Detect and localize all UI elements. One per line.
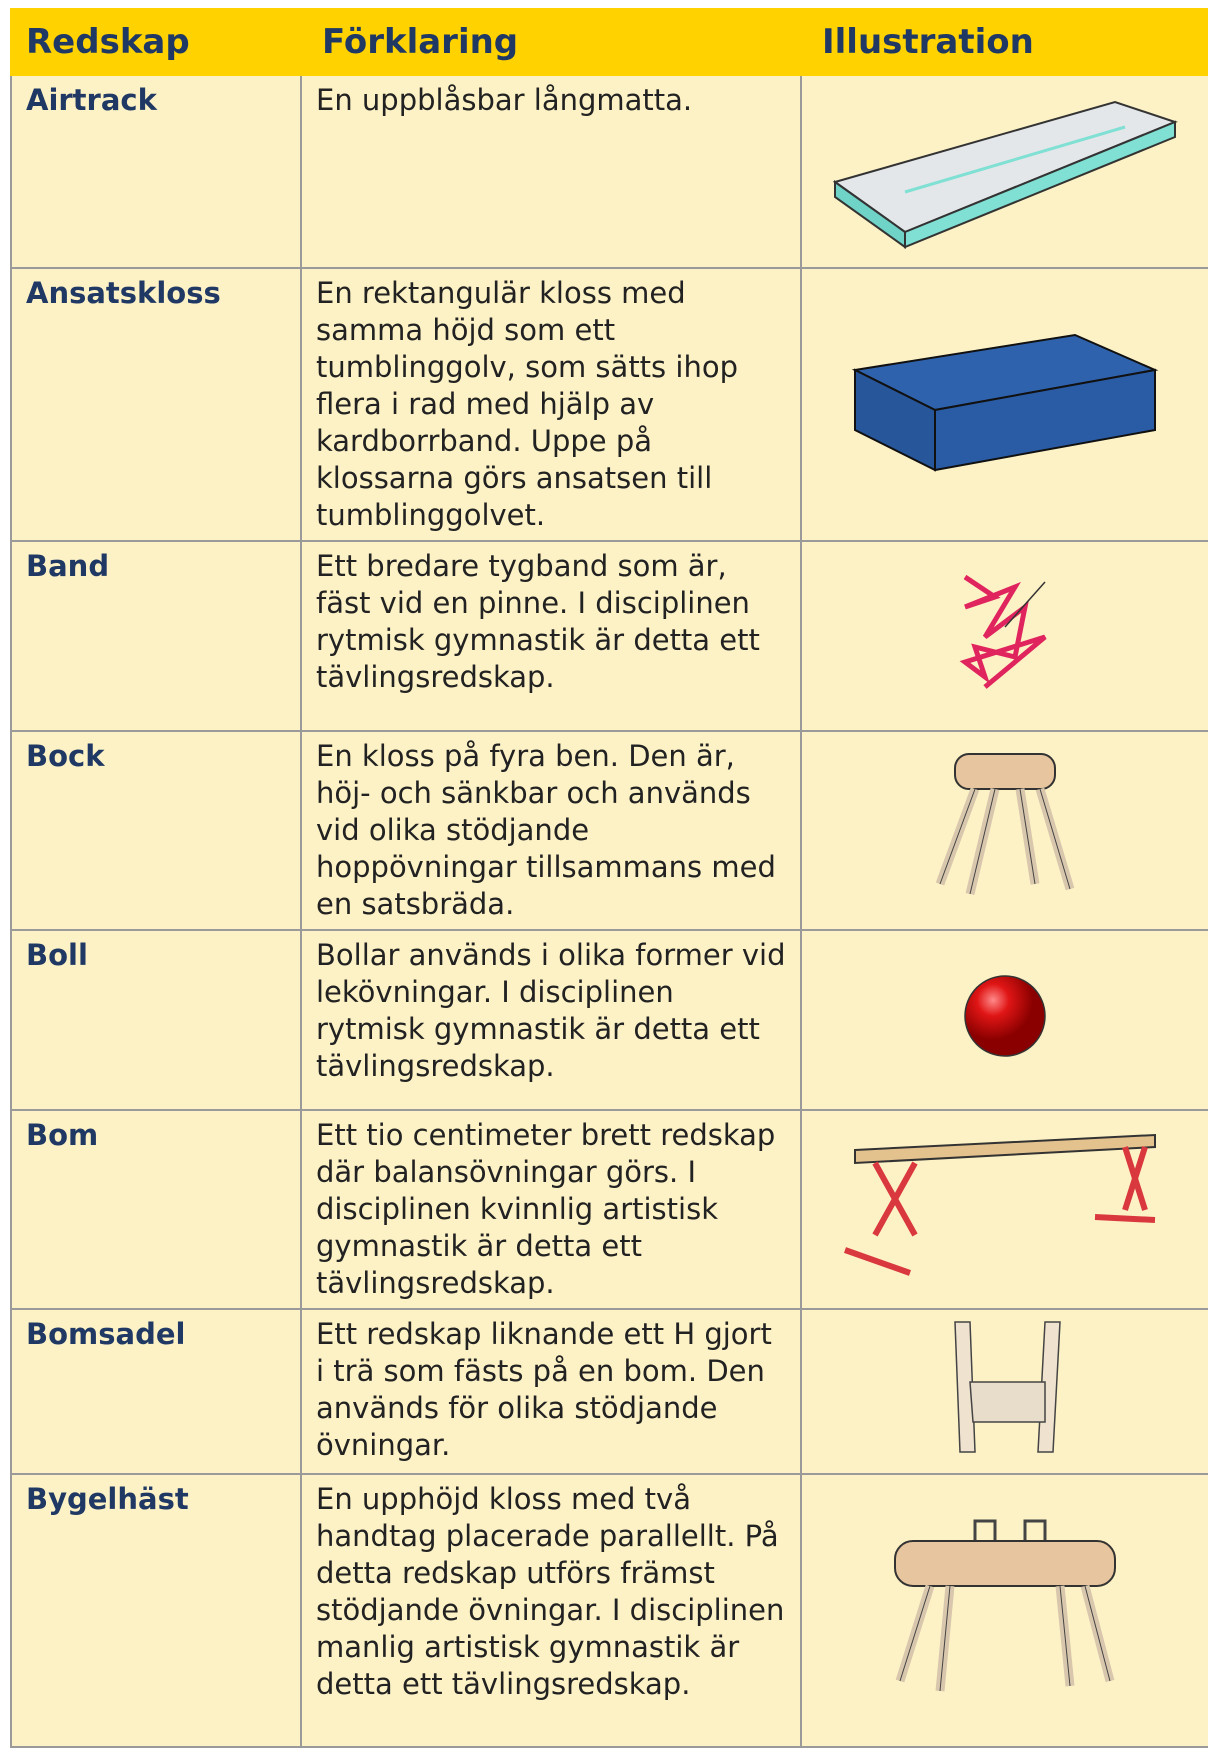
header-cell: Illustration bbox=[800, 8, 1208, 76]
row: Band Ett bredare tygband som är, fäst vid… bbox=[10, 540, 1208, 732]
equipment-table: Redskap Förklaring Illustration Airtrack… bbox=[10, 8, 1208, 1748]
illustration bbox=[800, 730, 1208, 931]
equipment-description: Bollar används i olika former vid lekövn… bbox=[300, 929, 802, 1111]
equipment-name: Bom bbox=[10, 1109, 302, 1310]
illustration bbox=[800, 74, 1208, 269]
equipment-description: En kloss på fyra ben. Den är, höj- och s… bbox=[300, 730, 802, 931]
illustration bbox=[800, 540, 1208, 732]
equipment-description: Ett tio centimeter brett redskap där bal… bbox=[300, 1109, 802, 1310]
illustration bbox=[800, 267, 1208, 542]
equipment-name: Airtrack bbox=[10, 74, 302, 269]
equipment-description: Ett bredare tygband som är, fäst vid en … bbox=[300, 540, 802, 732]
equipment-description: En uppblåsbar långmatta. bbox=[300, 74, 802, 269]
row: Bomsadel Ett redskap liknande ett H gjort… bbox=[10, 1308, 1208, 1475]
illustration bbox=[800, 1473, 1208, 1748]
row: Bock En kloss på fyra ben. Den är, höj- o… bbox=[10, 730, 1208, 931]
row: Boll Bollar används i olika former vid le… bbox=[10, 929, 1208, 1111]
equipment-description: Ett redskap liknande ett H gjort i trä s… bbox=[300, 1308, 802, 1475]
equipment-name: Band bbox=[10, 540, 302, 732]
row: Airtrack En uppblåsbar långmatta. bbox=[10, 74, 1208, 269]
body: Redskap Förklaring Illustration Airtrack… bbox=[10, 8, 1208, 1748]
illustration bbox=[800, 929, 1208, 1111]
illustration bbox=[800, 1308, 1208, 1475]
row: Bom Ett tio centimeter brett redskap där … bbox=[10, 1109, 1208, 1310]
equipment-description: En rektangulär kloss med samma höjd som … bbox=[300, 267, 802, 542]
equipment-name: Bock bbox=[10, 730, 302, 931]
page: Redskap {"table": { "header": ["Redskap"… bbox=[10, 8, 1208, 1748]
equipment-description: En upphöjd kloss med två handtag placera… bbox=[300, 1473, 802, 1748]
equipment-name: Boll bbox=[10, 929, 302, 1111]
row: Ansatskloss En rektangulär kloss med samm… bbox=[10, 267, 1208, 542]
header-cell: Förklaring bbox=[300, 8, 802, 76]
equipment-name: Ansatskloss bbox=[10, 267, 302, 542]
header-cell: Redskap bbox=[10, 8, 302, 76]
row: Bygelhäst En upphöjd kloss med två handta… bbox=[10, 1473, 1208, 1748]
equipment-name: Bomsadel bbox=[10, 1308, 302, 1475]
illustration bbox=[800, 1109, 1208, 1310]
equipment-name: Bygelhäst bbox=[10, 1473, 302, 1748]
header-row: Redskap Förklaring Illustration bbox=[10, 8, 1208, 76]
